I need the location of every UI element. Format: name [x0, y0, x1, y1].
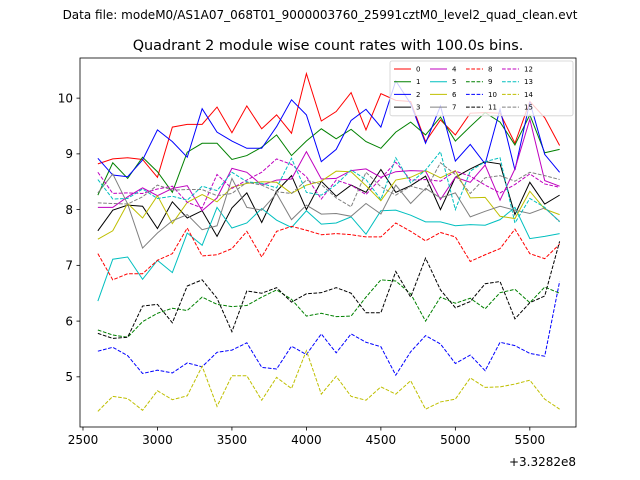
series-line-2 — [97, 79, 561, 178]
x-axis-offset-label: +3.3282e8 — [509, 455, 576, 469]
y-tick-label: 9 — [65, 147, 73, 161]
legend-label-14: 14 — [524, 91, 533, 99]
x-tick-label: 5500 — [515, 433, 546, 447]
figure-suptitle: Data file: modeM0/AS1A07_068T01_90000037… — [62, 8, 578, 22]
y-tick-label: 7 — [65, 259, 73, 273]
legend-label-4: 4 — [452, 66, 457, 74]
series-line-6 — [97, 169, 560, 240]
x-tick-label: 3500 — [217, 433, 248, 447]
legend-label-5: 5 — [452, 78, 456, 86]
legend-label-15: 15 — [524, 104, 533, 112]
series-line-12 — [97, 158, 560, 209]
x-tick-label: 5000 — [440, 433, 471, 447]
legend-label-3: 3 — [416, 104, 420, 112]
legend-box — [389, 60, 574, 117]
series-line-8 — [97, 222, 560, 281]
y-tick-label: 5 — [65, 370, 73, 384]
series-line-4 — [97, 117, 560, 212]
legend-label-8: 8 — [488, 66, 492, 74]
axes-frame — [79, 57, 577, 428]
legend-label-9: 9 — [488, 78, 492, 86]
y-tick-label: 8 — [65, 203, 73, 217]
x-tick-label: 2500 — [68, 433, 99, 447]
series-line-9 — [97, 279, 560, 338]
legend-label-0: 0 — [416, 66, 420, 74]
legend-label-11: 11 — [488, 104, 497, 112]
x-tick-label: 3000 — [142, 433, 173, 447]
y-tick-label: 10 — [58, 91, 73, 105]
legend-label-1: 1 — [416, 78, 420, 86]
x-tick-label: 4000 — [291, 433, 322, 447]
legend-label-10: 10 — [488, 91, 497, 99]
plot-area: 2500 3000 3500 4000 4500 5000 5500567891001234… — [58, 57, 577, 447]
legend-label-7: 7 — [452, 104, 456, 112]
series-line-13 — [97, 150, 560, 225]
legend-label-6: 6 — [452, 91, 457, 99]
series-line-7 — [97, 173, 560, 249]
series-line-10 — [97, 281, 561, 377]
chart-title: Quadrant 2 module wise count rates with … — [133, 38, 524, 54]
series-line-1 — [97, 112, 560, 196]
legend-label-13: 13 — [524, 78, 533, 86]
series-line-14 — [97, 349, 560, 412]
series-line-15 — [97, 162, 560, 208]
legend-label-12: 12 — [524, 66, 533, 74]
legend-label-2: 2 — [416, 91, 420, 99]
series-line-11 — [97, 241, 561, 339]
y-tick-label: 6 — [65, 314, 73, 328]
x-tick-label: 4500 — [366, 433, 397, 447]
series-line-5 — [97, 206, 560, 302]
